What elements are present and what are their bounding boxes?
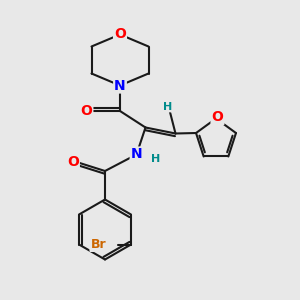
Text: H: H — [152, 154, 161, 164]
Text: O: O — [114, 28, 126, 41]
Text: Br: Br — [91, 238, 106, 251]
Text: O: O — [212, 110, 224, 124]
Text: O: O — [67, 155, 79, 169]
Text: O: O — [80, 104, 92, 118]
Text: H: H — [164, 101, 172, 112]
Text: N: N — [114, 79, 126, 92]
Text: N: N — [131, 148, 142, 161]
